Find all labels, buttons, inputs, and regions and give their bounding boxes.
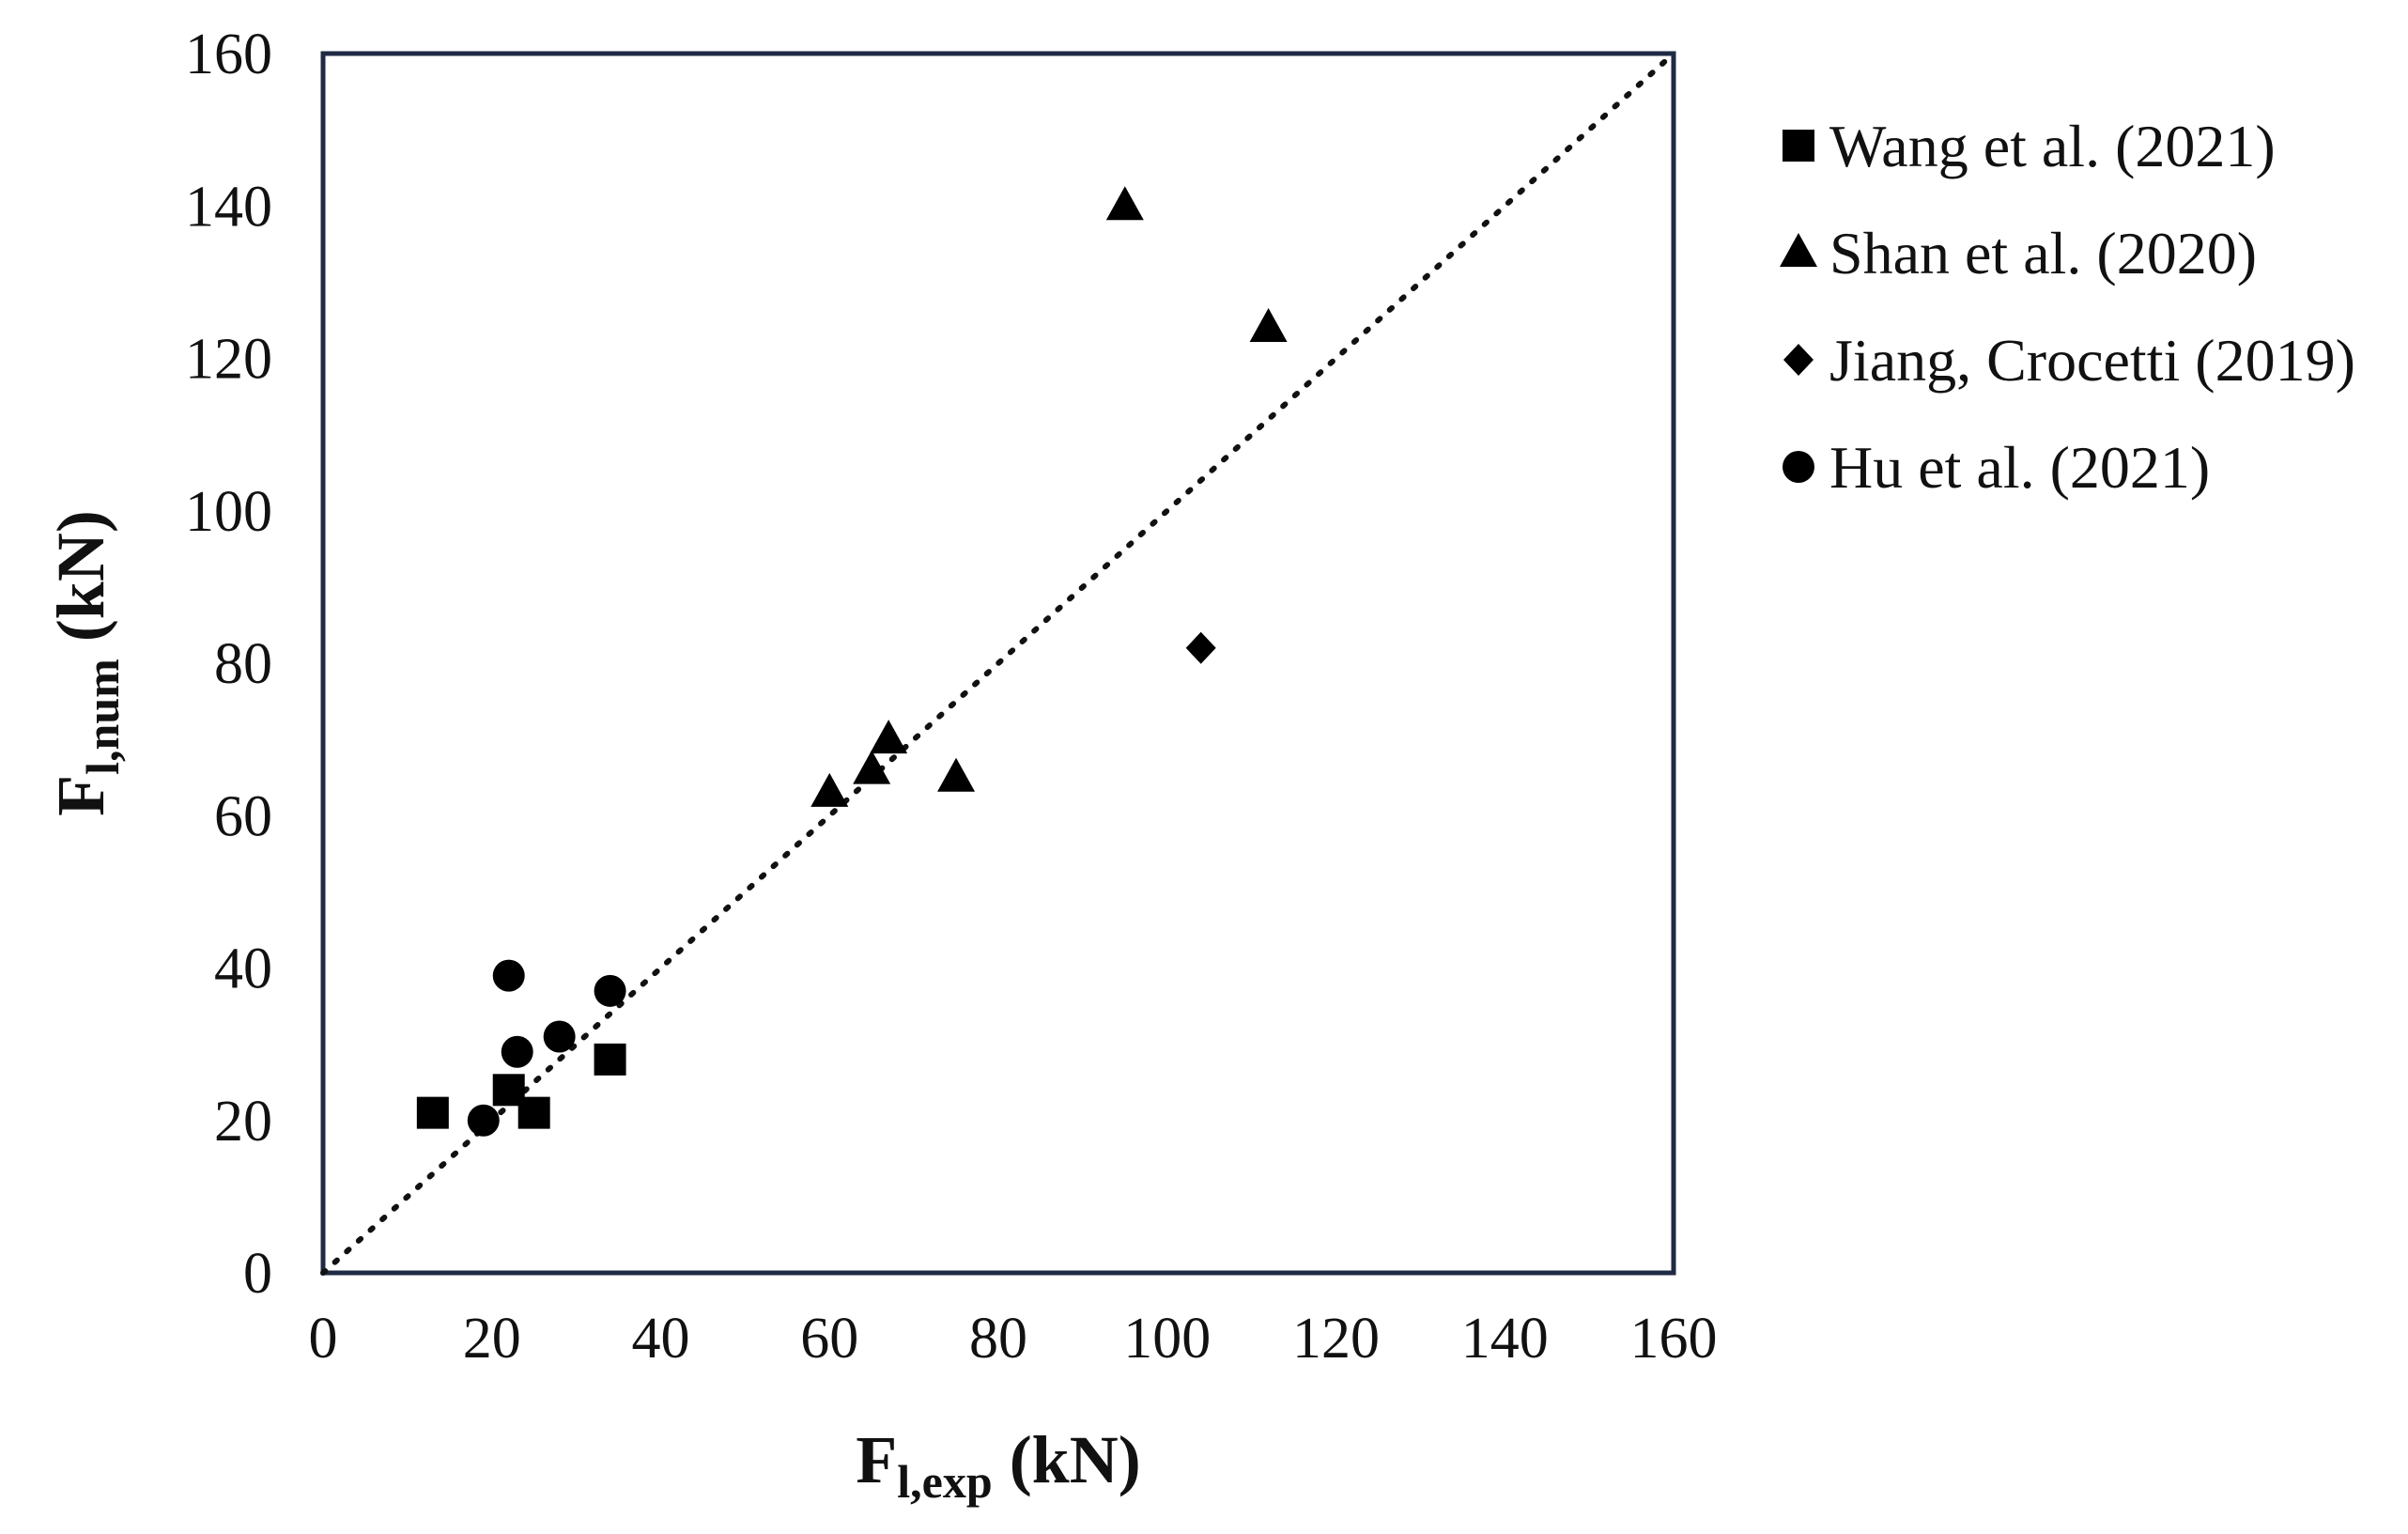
data-point-square	[517, 1096, 550, 1129]
data-point-triangle	[937, 757, 976, 792]
y-tick-label: 60	[214, 784, 272, 848]
x-axis-title: Fl,exp (kN)	[856, 1422, 1140, 1508]
data-point-triangle	[1105, 186, 1144, 221]
data-point-circle	[492, 959, 525, 992]
data-point-circle	[501, 1035, 533, 1068]
x-tick-label: 140	[1461, 1307, 1549, 1371]
data-point-triangle	[870, 720, 908, 754]
reference-line	[320, 51, 1676, 1276]
data-point-circle	[467, 1104, 500, 1137]
x-tick-label: 20	[463, 1307, 521, 1371]
legend-label: Jiang, Crocetti (2019)	[1829, 327, 2355, 394]
legend-label: Wang et al. (2021)	[1829, 113, 2276, 179]
legend-marker-circle	[1783, 451, 1814, 483]
data-point-square	[416, 1096, 449, 1129]
x-tick-label: 100	[1123, 1307, 1211, 1371]
y-tick-label: 120	[185, 328, 272, 392]
data-point-triangle	[853, 750, 891, 784]
y-tick-label: 20	[214, 1090, 272, 1154]
data-point-triangle	[810, 772, 849, 807]
data-point-diamond	[1185, 631, 1216, 664]
legend-marker-square	[1783, 130, 1814, 162]
x-tick-label: 40	[632, 1307, 690, 1371]
legend-label: Hu et al. (2021)	[1829, 434, 2210, 501]
y-axis-ticks: 0 20 40 60 80 100 120 140 160	[185, 23, 272, 1306]
y-tick-label: 80	[214, 632, 272, 696]
data-markers	[416, 186, 1288, 1137]
x-tick-label: 0	[309, 1307, 338, 1371]
legend-marker-triangle	[1780, 233, 1817, 267]
y-tick-label: 100	[185, 480, 272, 544]
x-tick-label: 120	[1292, 1307, 1380, 1371]
y-tick-label: 0	[243, 1242, 272, 1306]
y-tick-label: 140	[185, 175, 272, 239]
data-point-circle	[594, 974, 626, 1007]
x-tick-label: 60	[800, 1307, 858, 1371]
legend-label: Shan et al. (2020)	[1829, 220, 2257, 287]
data-point-triangle	[1249, 308, 1288, 343]
data-point-circle	[543, 1020, 576, 1053]
data-point-square	[594, 1043, 626, 1076]
x-tick-label: 80	[969, 1307, 1027, 1371]
y-tick-label: 160	[185, 23, 272, 86]
x-axis-ticks: 0 20 40 60 80 100 120 140 160	[309, 1307, 1718, 1371]
legend-marker-diamond	[1783, 344, 1814, 376]
plot-area	[320, 51, 1676, 1276]
x-tick-label: 160	[1630, 1307, 1718, 1371]
legend: Wang et al. (2021) Shan et al. (2020) Jian…	[1780, 113, 2355, 501]
y-tick-label: 40	[214, 937, 272, 1001]
y-axis-title: Fl,num (kN)	[43, 510, 129, 816]
